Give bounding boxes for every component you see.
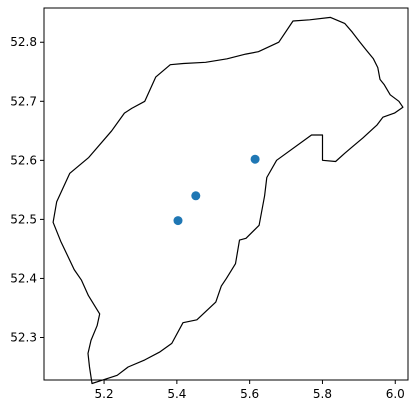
x-tick-label: 5.6 bbox=[240, 387, 259, 401]
data-point-1 bbox=[173, 216, 183, 226]
data-point-3 bbox=[250, 154, 260, 164]
y-tick-label: 52.5 bbox=[10, 212, 37, 226]
plot-area bbox=[52, 16, 404, 385]
y-axis: 52.3 52.4 52.5 52.6 52.7 52.8 bbox=[10, 35, 44, 344]
y-tick-label: 52.3 bbox=[10, 330, 37, 344]
y-tick-label: 52.6 bbox=[10, 153, 37, 167]
axes-frame bbox=[43, 7, 409, 381]
y-tick-label: 52.8 bbox=[10, 35, 37, 49]
data-points bbox=[173, 154, 260, 226]
y-tick-label: 52.7 bbox=[10, 94, 37, 108]
x-axis: 5.2 5.4 5.6 5.8 6.0 bbox=[95, 380, 405, 401]
data-point-2 bbox=[191, 191, 201, 201]
region-boundary bbox=[52, 16, 404, 385]
x-tick-label: 5.4 bbox=[167, 387, 186, 401]
x-tick-label: 6.0 bbox=[386, 387, 405, 401]
x-tick-label: 5.8 bbox=[313, 387, 332, 401]
x-tick-label: 5.2 bbox=[95, 387, 114, 401]
y-tick-label: 52.4 bbox=[10, 271, 37, 285]
